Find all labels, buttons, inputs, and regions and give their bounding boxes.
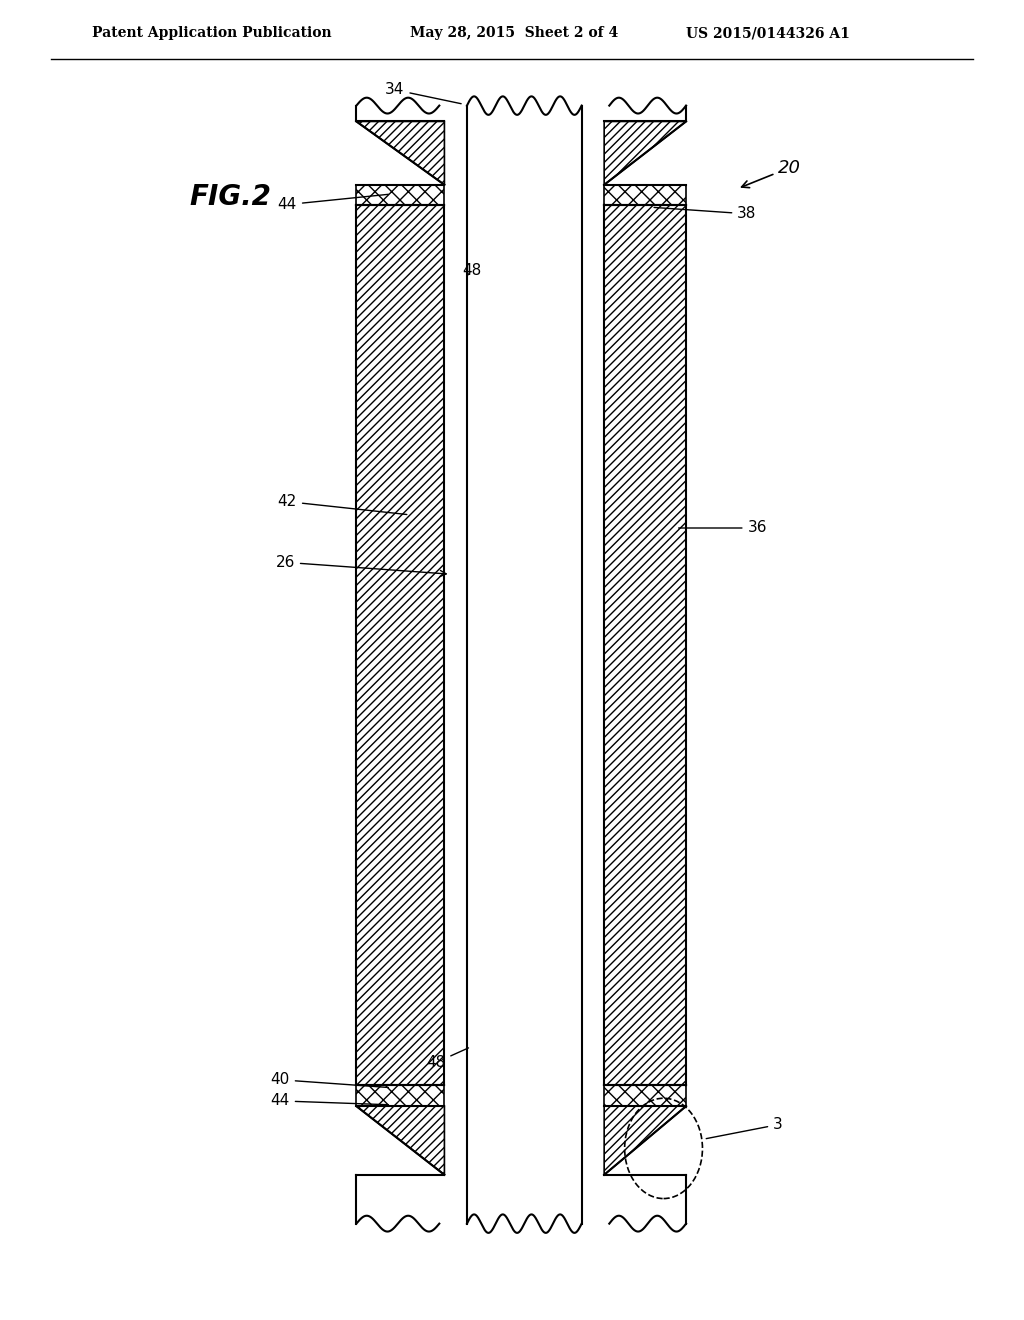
Text: 48: 48	[462, 263, 481, 279]
Polygon shape	[444, 205, 467, 1085]
Text: FIG.2: FIG.2	[189, 182, 271, 211]
Polygon shape	[604, 1106, 686, 1175]
Polygon shape	[604, 121, 686, 185]
Text: 44: 44	[278, 194, 388, 213]
Text: 42: 42	[278, 494, 407, 515]
Text: May 28, 2015  Sheet 2 of 4: May 28, 2015 Sheet 2 of 4	[410, 26, 617, 41]
Polygon shape	[356, 121, 444, 185]
Text: 26: 26	[275, 554, 446, 577]
Polygon shape	[356, 1106, 444, 1175]
Polygon shape	[467, 106, 582, 1224]
Polygon shape	[604, 185, 686, 205]
Polygon shape	[604, 1085, 686, 1106]
Text: 48: 48	[426, 1048, 469, 1071]
Polygon shape	[356, 205, 444, 1085]
Polygon shape	[356, 185, 444, 205]
Text: 36: 36	[679, 520, 767, 536]
Text: US 2015/0144326 A1: US 2015/0144326 A1	[686, 26, 850, 41]
Text: 20: 20	[741, 158, 801, 187]
Text: Patent Application Publication: Patent Application Publication	[92, 26, 332, 41]
Text: 38: 38	[654, 206, 757, 222]
Polygon shape	[356, 1085, 444, 1106]
Text: 34: 34	[385, 82, 461, 104]
Polygon shape	[582, 205, 604, 1085]
Text: 3: 3	[707, 1117, 783, 1139]
Polygon shape	[604, 205, 686, 1085]
Text: 44: 44	[270, 1093, 388, 1109]
Text: 40: 40	[270, 1072, 388, 1088]
